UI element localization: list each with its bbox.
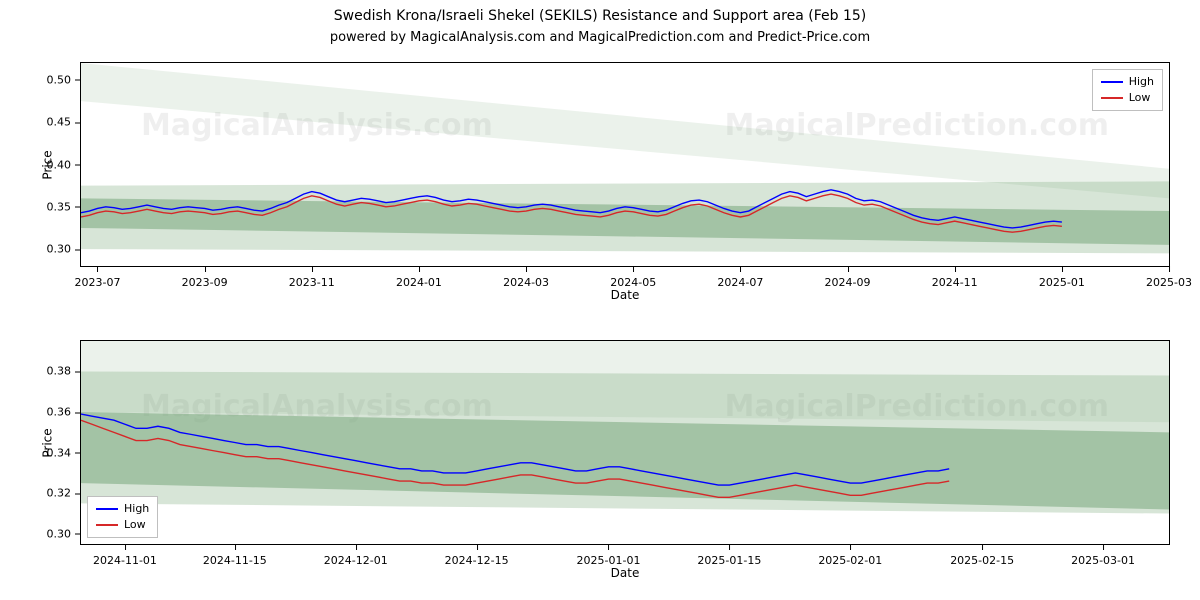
x-tick: 2024-11-15 (203, 554, 267, 567)
legend-label-low: Low (124, 517, 146, 533)
chart-title: Swedish Krona/Israeli Shekel (SEKILS) Re… (0, 0, 1200, 24)
y-tick: 0.32 (47, 487, 72, 500)
legend-label-high: High (1129, 74, 1154, 90)
x-tick: 2023-09 (182, 276, 228, 289)
x-tick: 2025-02-01 (818, 554, 882, 567)
legend-item-high: High (1101, 74, 1154, 90)
legend-swatch-high (1101, 81, 1123, 83)
y-ticks-bot: 0.300.320.340.360.38 (73, 341, 81, 544)
chart-top-svg (81, 63, 1169, 266)
x-tick: 2025-01 (1039, 276, 1085, 289)
chart-panel-bottom: MagicalAnalysis.com MagicalPrediction.co… (80, 340, 1170, 545)
chart-panel-top: MagicalAnalysis.com MagicalPrediction.co… (80, 62, 1170, 267)
y-tick: 0.35 (47, 200, 72, 213)
legend-item-high: High (96, 501, 149, 517)
x-tick: 2024-11 (932, 276, 978, 289)
legend-label-high: High (124, 501, 149, 517)
x-tick: 2024-09 (825, 276, 871, 289)
x-tick: 2024-01 (396, 276, 442, 289)
x-tick: 2024-05 (610, 276, 656, 289)
legend-swatch-low (1101, 97, 1123, 99)
x-tick: 2024-07 (717, 276, 763, 289)
x-tick: 2024-11-01 (93, 554, 157, 567)
y-tick: 0.38 (47, 365, 72, 378)
x-tick: 2023-07 (75, 276, 121, 289)
x-ticks-top: 2023-072023-092023-112024-012024-032024-… (81, 266, 1169, 274)
legend-item-low: Low (1101, 90, 1154, 106)
chart-bot-svg (81, 341, 1169, 544)
x-tick: 2025-02-15 (950, 554, 1014, 567)
y-tick: 0.45 (47, 116, 72, 129)
x-axis-label: Date (611, 566, 640, 580)
legend-swatch-high (96, 508, 118, 510)
x-tick: 2024-03 (503, 276, 549, 289)
y-tick: 0.36 (47, 406, 72, 419)
y-ticks-top: 0.300.350.400.450.50 (73, 63, 81, 266)
x-tick: 2025-01-15 (697, 554, 761, 567)
y-tick: 0.30 (47, 243, 72, 256)
x-tick: 2025-01-01 (577, 554, 641, 567)
x-tick: 2024-12-01 (324, 554, 388, 567)
legend-label-low: Low (1129, 90, 1151, 106)
x-tick: 2025-03 (1146, 276, 1192, 289)
legend-bottom: High Low (87, 496, 158, 538)
y-tick: 0.50 (47, 73, 72, 86)
x-ticks-bot: 2024-11-012024-11-152024-12-012024-12-15… (81, 544, 1169, 552)
y-tick: 0.40 (47, 158, 72, 171)
chart-subtitle: powered by MagicalAnalysis.com and Magic… (0, 24, 1200, 49)
x-tick: 2023-11 (289, 276, 335, 289)
legend-item-low: Low (96, 517, 149, 533)
y-tick: 0.30 (47, 527, 72, 540)
legend-swatch-low (96, 524, 118, 526)
x-tick: 2024-12-15 (445, 554, 509, 567)
x-axis-label: Date (611, 288, 640, 302)
legend-top: High Low (1092, 69, 1163, 111)
x-tick: 2025-03-01 (1071, 554, 1135, 567)
y-tick: 0.34 (47, 446, 72, 459)
